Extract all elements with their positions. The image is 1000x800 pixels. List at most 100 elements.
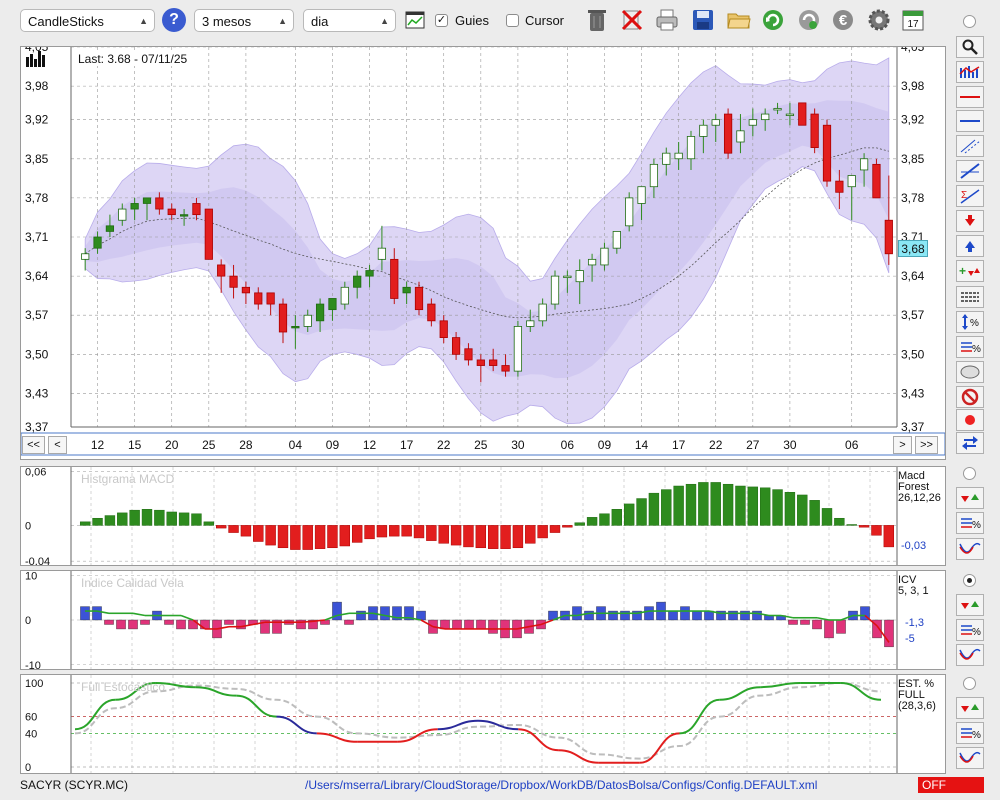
icv-line-segment: [324, 614, 338, 621]
candle-body: [513, 326, 523, 372]
refresh-icon[interactable]: [760, 6, 786, 34]
macd-panel-radio[interactable]: [963, 467, 976, 480]
nav-prev-button[interactable]: <: [48, 436, 67, 454]
macd-bar: [834, 517, 845, 526]
candle-body: [748, 119, 757, 126]
sync-icon[interactable]: [796, 6, 822, 34]
macd-bar: [586, 517, 598, 526]
stochastic-k-segment: [437, 719, 479, 731]
chevron-updown-icon: ▲: [278, 16, 287, 26]
config-path-link[interactable]: /Users/mserra/Library/CloudStorage/Dropb…: [305, 778, 818, 792]
percent-range-icon[interactable]: %: [956, 311, 984, 333]
sell-arrow-icon[interactable]: [956, 210, 984, 232]
macd-arrows-icon[interactable]: [956, 487, 984, 509]
icv-bar: [644, 606, 654, 621]
last-price-label: Last: 3.68 - 07/11/25: [78, 52, 188, 66]
candle-body: [736, 130, 745, 143]
candle-body: [365, 270, 374, 277]
interval-select[interactable]: dia ▲: [303, 9, 396, 32]
nav-last-button[interactable]: >>: [915, 436, 938, 454]
buy-sell-icon[interactable]: +: [956, 260, 984, 282]
fibonacci-icon[interactable]: Σ: [956, 185, 984, 207]
macd-bar: [314, 525, 326, 549]
zoom-icon[interactable]: [956, 36, 984, 58]
grid-lines-icon[interactable]: [956, 286, 984, 308]
icv-curves-icon[interactable]: [956, 644, 984, 666]
trend-line-icon[interactable]: [956, 160, 984, 182]
off-status-badge[interactable]: OFF: [918, 777, 984, 793]
icv-bar: [632, 610, 642, 621]
icv-panel-radio[interactable]: [963, 574, 976, 587]
sto-curves-icon[interactable]: [956, 747, 984, 769]
record-icon[interactable]: [956, 409, 984, 431]
help-icon[interactable]: ?: [162, 8, 186, 32]
macd-histogram[interactable]: 0,06 0 -0,04 Histgrama MACD MacdForest26,12,…: [21, 467, 945, 565]
icv-arrows-icon[interactable]: [956, 594, 984, 616]
calendar-icon[interactable]: 17: [900, 6, 926, 34]
main-panel-radio[interactable]: [963, 15, 976, 28]
stochastic-k-segment: [477, 719, 519, 731]
icv-bar: [668, 610, 678, 621]
icv-bar: [452, 619, 462, 630]
macd-lines-percent-icon[interactable]: %: [956, 512, 984, 534]
macd-bar: [661, 489, 672, 526]
save-icon[interactable]: [690, 6, 716, 34]
macd-bar: [797, 494, 808, 526]
swap-icon[interactable]: [956, 432, 984, 454]
trend-channel-icon[interactable]: [956, 135, 984, 157]
macd-bar: [747, 486, 759, 526]
sto-arrows-icon[interactable]: [956, 697, 984, 719]
main-chart-panel: 4,05 4,05 3,98 3,98 3,92 3,92 3,85 3,85 3,78 3,78…: [20, 46, 946, 460]
period-select[interactable]: 3 mesos ▲: [194, 9, 294, 32]
candle-body: [105, 225, 115, 232]
stochastic-k-segment: [840, 682, 882, 701]
candle-body: [637, 186, 646, 204]
icv-bar: [260, 619, 270, 634]
gear-icon[interactable]: [866, 6, 892, 34]
guies-checkbox[interactable]: ✓: [435, 14, 448, 27]
icv-bar: [464, 619, 474, 630]
candlestick-chart[interactable]: 4,05 4,05 3,98 3,98 3,92 3,92 3,85 3,85 3,78 3,78…: [21, 47, 945, 459]
legend-text: EST. %: [898, 678, 934, 690]
horizontal-line-icon[interactable]: [956, 86, 984, 108]
euro-icon[interactable]: €: [830, 6, 856, 34]
nav-next-button[interactable]: >: [893, 436, 912, 454]
stochastic-panel-radio[interactable]: [963, 677, 976, 690]
icv-line-segment: [576, 612, 590, 617]
stop-icon[interactable]: [956, 386, 984, 408]
stochastic-chart[interactable]: 100 60 40 0 Full Estocastico EST. %FULL(28,3,…: [21, 675, 945, 773]
open-folder-icon[interactable]: [726, 6, 752, 34]
candle-body: [798, 102, 807, 126]
print-icon[interactable]: [654, 6, 680, 34]
svg-text:%: %: [972, 344, 981, 355]
delete-icon[interactable]: [619, 6, 645, 34]
sto-lines-percent-icon[interactable]: %: [956, 722, 984, 744]
icv-bar: [200, 619, 210, 630]
oval-icon[interactable]: [956, 361, 984, 383]
macd-bar: [759, 487, 771, 526]
macd-bar: [351, 525, 363, 543]
icv-line-segment: [528, 623, 542, 628]
candle-body: [130, 203, 139, 210]
chart-settings-icon[interactable]: [402, 6, 428, 34]
buy-arrow-icon[interactable]: [956, 235, 984, 257]
candle-body: [93, 236, 102, 249]
blue-line-icon[interactable]: [956, 110, 984, 132]
icv-bar: [824, 619, 834, 639]
chart-type-select[interactable]: CandleSticks ▲: [20, 9, 155, 32]
y-tick-label: 3,50: [25, 347, 49, 361]
icv-bar: [860, 606, 870, 621]
stochastic-k-segment: [639, 732, 680, 764]
cursor-checkbox[interactable]: [506, 14, 519, 27]
y-tick-label: 40: [25, 728, 37, 740]
trash-icon[interactable]: [584, 6, 610, 34]
macd-bar: [253, 525, 264, 542]
bars-compare-icon[interactable]: [956, 61, 984, 83]
nav-first-button[interactable]: <<: [22, 436, 45, 454]
candle-body: [353, 275, 362, 288]
icv-lines-percent-icon[interactable]: %: [956, 619, 984, 641]
macd-curves-icon[interactable]: [956, 538, 984, 560]
icv-bar: [176, 619, 186, 630]
percent-lines-icon[interactable]: %: [956, 336, 984, 358]
